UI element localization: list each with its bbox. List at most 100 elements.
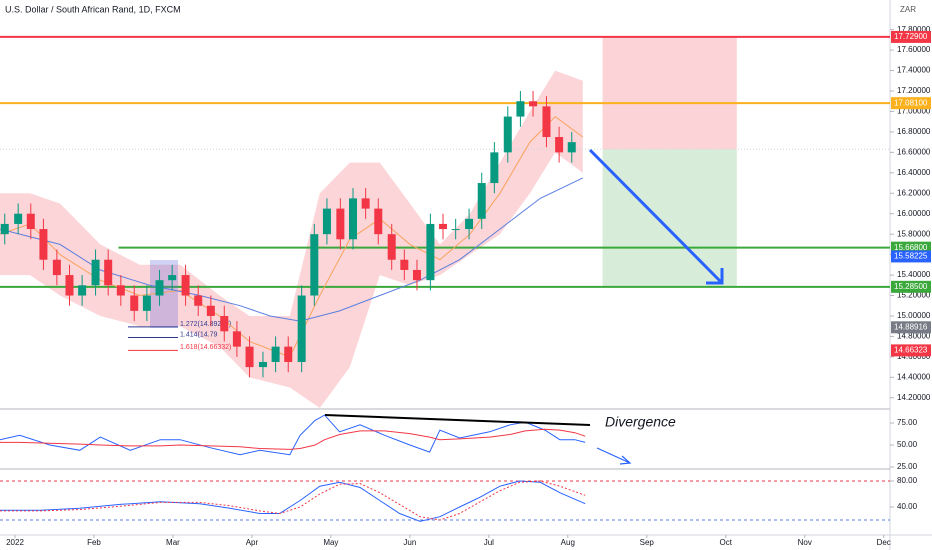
- x-tick-label: Nov: [798, 538, 812, 547]
- target-zone: [602, 149, 737, 287]
- x-tick-label: Jul: [484, 538, 494, 547]
- candle-body: [168, 275, 177, 281]
- candle-body: [245, 346, 254, 368]
- candle-body: [477, 183, 486, 219]
- fib-label: 1.414(14.79: [180, 331, 217, 338]
- candle-body: [297, 295, 306, 362]
- y-tick-label: 25.00: [897, 462, 918, 471]
- y-tick-label: 75.00: [897, 418, 918, 427]
- x-tick-label: Dec: [877, 538, 891, 547]
- x-tick-label: Feb: [87, 538, 101, 547]
- band: [0, 70, 583, 408]
- price-tag-label: 15.58225: [894, 252, 928, 261]
- arrow: [588, 148, 724, 285]
- candle-body: [284, 346, 293, 362]
- candle-body: [142, 295, 151, 311]
- y-tick-label: 15.80000: [897, 229, 931, 238]
- series-line: [0, 480, 586, 521]
- candle-body: [155, 280, 164, 296]
- price-tag-label: 15.66800: [894, 243, 928, 252]
- candle-body: [361, 198, 370, 209]
- x-tick-label: May: [323, 538, 338, 547]
- chart-title: U.S. Dollar / South African Rand, 1D, FX…: [5, 4, 181, 14]
- price-tag: [891, 97, 931, 110]
- candle-body: [336, 208, 345, 240]
- candle-body: [503, 116, 512, 153]
- candle-body: [490, 152, 499, 184]
- price-tag-label: 15.28500: [894, 282, 928, 291]
- x-tick-label: Aug: [561, 538, 575, 547]
- fib-label: 1.272(14.89277): [180, 321, 231, 328]
- candle-body: [206, 305, 215, 316]
- y-tick-label: 17.40000: [897, 66, 931, 75]
- candle-body: [555, 137, 564, 153]
- y-tick-label: 17.80000: [897, 25, 931, 34]
- series-line: [0, 480, 586, 522]
- candle-body: [194, 295, 203, 306]
- candle-body: [220, 315, 229, 332]
- y-tick-label: 14.60000: [897, 352, 931, 361]
- series-line: [0, 115, 584, 358]
- candle-body: [348, 198, 357, 240]
- y-tick-label: 17.60000: [897, 45, 931, 54]
- candle-body: [567, 142, 576, 153]
- y-tick-label: 16.80000: [897, 127, 931, 136]
- y-tick-label: 16.60000: [897, 147, 931, 156]
- fib-label: 1.618(14.66332): [180, 344, 231, 351]
- y-tick-label: 14.80000: [897, 332, 931, 341]
- price-tag: [891, 280, 931, 293]
- price-tag: [891, 321, 931, 334]
- divergence-line: [324, 414, 591, 426]
- candle-body: [439, 223, 448, 230]
- candle-body: [39, 229, 48, 260]
- x-tick-label: Mar: [166, 538, 180, 547]
- candle-body: [130, 295, 139, 311]
- candle-body: [0, 223, 9, 235]
- candle-body: [91, 259, 100, 286]
- x-tick-label: 2022: [6, 538, 24, 547]
- y-tick-label: 50.00: [897, 440, 918, 449]
- price-tag-label: 14.88916: [894, 322, 928, 331]
- candle-body: [116, 285, 125, 296]
- y-tick-label: 16.00000: [897, 209, 931, 218]
- candle-body: [529, 101, 538, 107]
- candle-body: [516, 101, 525, 117]
- candle-body: [258, 361, 267, 368]
- y-tick-label: 17.00000: [897, 107, 931, 116]
- arrow: [596, 447, 632, 465]
- series-line: [0, 428, 586, 450]
- candle-body: [542, 106, 551, 138]
- y-tick-label: 15.00000: [897, 311, 931, 320]
- candle-body: [451, 229, 460, 231]
- candle-body: [26, 213, 35, 230]
- candle-body: [232, 331, 241, 347]
- price-tag: [891, 30, 931, 43]
- candle-body: [426, 223, 435, 281]
- stop-zone: [602, 36, 737, 150]
- y-tick-label: 16.40000: [897, 168, 931, 177]
- candle-body: [400, 259, 409, 270]
- price-tag-label: 17.08100: [894, 98, 928, 107]
- candle-body: [465, 218, 474, 230]
- candle-body: [387, 234, 396, 260]
- candle-body: [65, 275, 74, 296]
- candle-body: [374, 208, 383, 235]
- candle-body: [104, 259, 113, 286]
- currency-label: ZAR: [900, 5, 916, 14]
- candle-body: [271, 346, 280, 362]
- candle-body: [14, 213, 23, 224]
- y-tick-label: 16.20000: [897, 188, 931, 197]
- candle-body: [412, 269, 421, 281]
- y-tick-label: 14.40000: [897, 372, 931, 381]
- x-tick-label: Jun: [403, 538, 416, 547]
- candle-body: [322, 208, 331, 235]
- x-tick-label: Apr: [246, 538, 259, 547]
- price-tag: [891, 344, 931, 357]
- y-tick-label: 14.20000: [897, 393, 931, 402]
- candle-body: [78, 285, 87, 296]
- candle-body: [52, 259, 61, 276]
- y-tick-label: 80.00: [897, 476, 918, 485]
- price-tag-label: 14.66323: [894, 346, 928, 355]
